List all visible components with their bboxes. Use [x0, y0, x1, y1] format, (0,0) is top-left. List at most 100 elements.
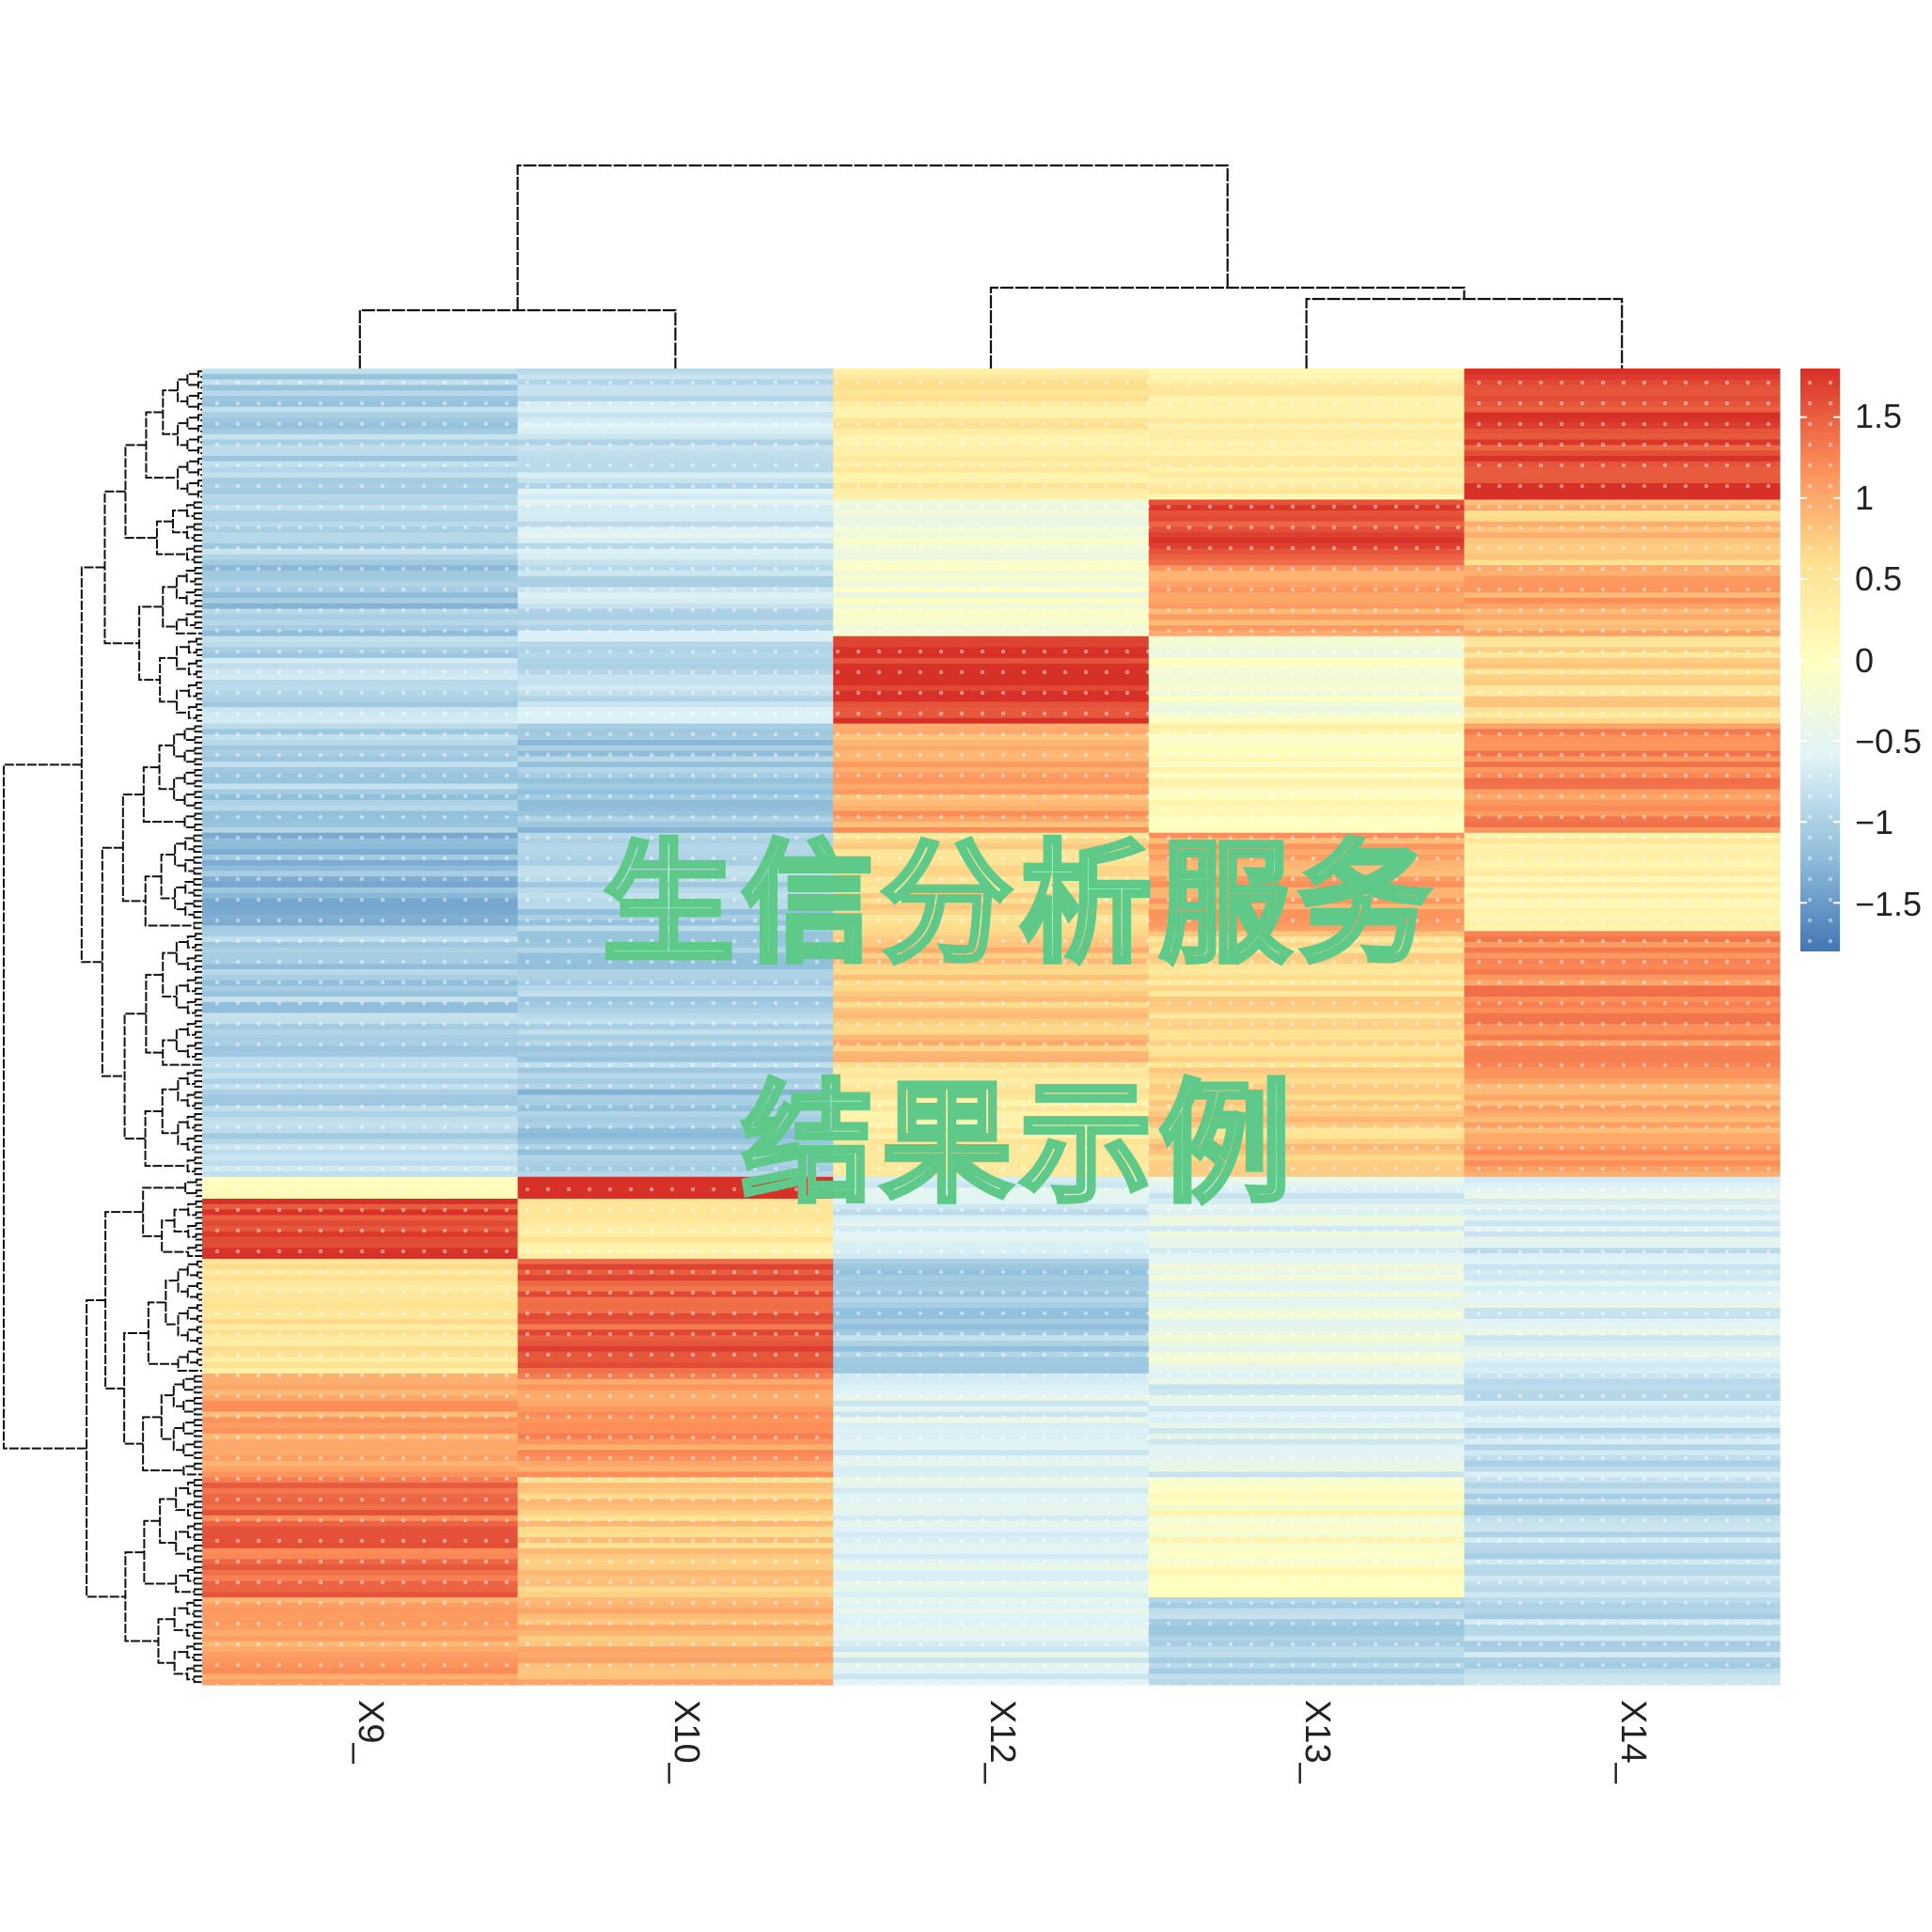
row-dendrogram-link [186, 1328, 197, 1343]
row-dendrogram-link [195, 682, 202, 689]
row-dendrogram-link [194, 1102, 202, 1110]
row-dendrogram-link [195, 943, 202, 951]
row-dendrogram-link [193, 888, 202, 897]
row-dendrogram-link [186, 416, 198, 430]
row-dendrogram-link [197, 468, 202, 477]
row-dendrogram-link [103, 490, 140, 645]
row-dendrogram-link [186, 460, 198, 474]
row-dendrogram-link [177, 1121, 188, 1145]
row-dendrogram-link [197, 490, 202, 498]
row-dendrogram-link [172, 510, 187, 534]
row-dendrogram-link [3, 763, 87, 1450]
row-dendrogram-link [186, 1138, 196, 1151]
row-dendrogram-link [194, 779, 202, 788]
row-dendrogram-link [144, 875, 195, 927]
row-dendrogram-link [174, 886, 186, 911]
row-dendrogram-link [194, 1080, 202, 1088]
row-dendrogram-link [172, 1383, 184, 1407]
row-dendrogram-link [186, 1072, 196, 1085]
row-dendrogram-link [193, 534, 202, 542]
colorbar-tick-label-2: 0.5 [1855, 559, 1902, 598]
row-dendrogram-link [195, 1189, 202, 1198]
column-dendrogram [358, 164, 1624, 369]
row-dendrogram-link [194, 1500, 202, 1509]
row-dendrogram-link [196, 1293, 202, 1301]
row-dendrogram-link [175, 1486, 189, 1512]
row-dendrogram-link [185, 504, 195, 517]
colorbar-tick-label-5: −1 [1855, 803, 1893, 841]
row-dendrogram-link [186, 935, 196, 949]
row-dendrogram-link [193, 845, 202, 854]
row-dendrogram-link [194, 1069, 202, 1077]
row-dendrogram-link [193, 834, 202, 842]
row-dendrogram-link [195, 637, 202, 646]
row-dendrogram-link [197, 381, 202, 389]
row-dendrogram-link [80, 566, 105, 964]
row-dendrogram-link [142, 766, 185, 824]
row-dendrogram-link [193, 501, 202, 510]
row-dendrogram-link [197, 447, 202, 455]
row-dendrogram-link [165, 1280, 179, 1326]
row-dendrogram-link [138, 605, 164, 682]
row-dendrogram-link [194, 768, 202, 777]
row-dendrogram-link [186, 438, 198, 452]
row-dendrogram-link [161, 1088, 179, 1135]
row-dendrogram-link [187, 1525, 196, 1539]
row-dendrogram-link [175, 984, 188, 1009]
row-dendrogram-link [187, 706, 196, 719]
row-dendrogram-link [193, 867, 202, 875]
column-label-4: X14_ [1613, 1700, 1653, 1784]
row-dendrogram-link [186, 1601, 195, 1615]
row-dendrogram-link [194, 1112, 202, 1121]
row-dendrogram-link [143, 1519, 177, 1585]
row-dendrogram-link [159, 656, 178, 703]
row-dendrogram-link [196, 1359, 202, 1367]
row-dendrogram-link [194, 758, 202, 766]
row-dendrogram-link [182, 1399, 196, 1413]
row-dendrogram-link [186, 979, 196, 993]
colorbar-tick-label-3: 0 [1855, 641, 1874, 680]
row-dendrogram-link [101, 846, 125, 1077]
row-dendrogram-link [194, 1489, 202, 1498]
row-dendrogram-link [182, 1443, 196, 1457]
row-dendrogram-link [195, 703, 202, 712]
row-dendrogram-link [197, 414, 202, 422]
row-dendrogram-link [194, 1123, 202, 1132]
row-dendrogram-link [195, 1222, 202, 1230]
row-dendrogram-link [186, 1000, 196, 1014]
row-dendrogram-link [183, 749, 196, 763]
colorbar-tick-label-6: −1.5 [1855, 885, 1922, 923]
row-dendrogram-link [155, 520, 187, 556]
colorbar-ticks [1800, 416, 1840, 904]
row-dendrogram-link [194, 610, 202, 619]
row-dendrogram-link [186, 1093, 196, 1107]
row-dendrogram-link [196, 1326, 202, 1334]
column-label-2: X12_ [982, 1700, 1022, 1784]
row-dendrogram-link [197, 457, 202, 465]
row-dendrogram-link [194, 621, 202, 629]
row-dendrogram-link [185, 613, 196, 627]
row-dendrogram-link [187, 1569, 196, 1582]
row-dendrogram-link [187, 1482, 196, 1495]
row-dendrogram-link [142, 1416, 184, 1471]
row-dendrogram-link [193, 523, 202, 531]
row-dendrogram-link [86, 1299, 126, 1598]
column-dendrogram-link [516, 164, 1229, 310]
row-dendrogram-link [195, 1030, 202, 1039]
row-dendrogram-link [176, 646, 189, 670]
colorbar-tick-label-1: 1 [1855, 479, 1874, 517]
row-dendrogram-link [195, 987, 202, 996]
watermark: 生信分析服务 结果示例 [600, 826, 1437, 1224]
row-dendrogram-link [177, 1077, 188, 1102]
row-dendrogram-link [175, 619, 202, 635]
row-dendrogram-link [194, 1429, 202, 1437]
row-dendrogram-link [193, 1654, 202, 1661]
row-dendrogram-link [195, 954, 202, 963]
row-dendrogram-link [182, 1465, 202, 1476]
watermark-line-1: 生信分析服务 [603, 828, 1437, 982]
row-dendrogram-link [193, 900, 202, 908]
row-dendrogram-link [194, 1397, 202, 1405]
row-dendrogram-link [186, 1023, 196, 1036]
row-dendrogram-link [176, 689, 189, 714]
column-label-3: X13_ [1297, 1700, 1337, 1784]
